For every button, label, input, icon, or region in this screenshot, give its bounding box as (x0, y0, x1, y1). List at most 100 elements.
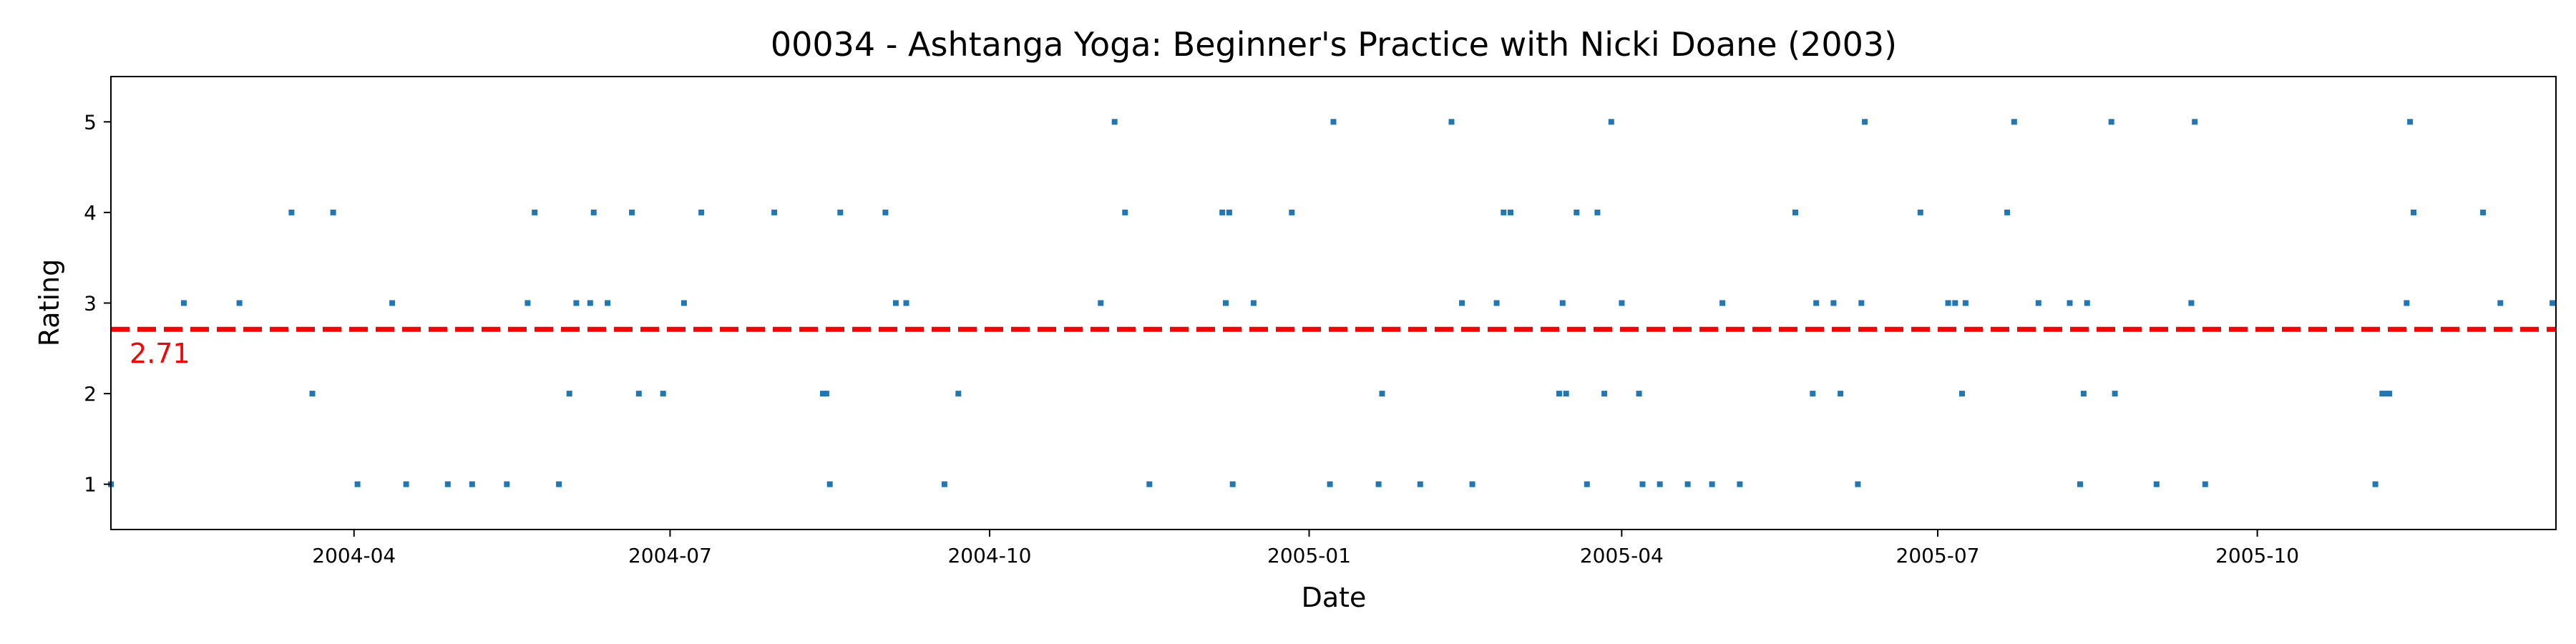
data-point (892, 300, 899, 306)
x-tick-label: 2005-07 (1896, 544, 1980, 567)
y-axis-label: Rating (34, 259, 65, 347)
data-point (2112, 391, 2118, 397)
data-point (1501, 209, 1507, 215)
data-point (823, 391, 829, 397)
data-point (1792, 209, 1798, 215)
data-point (525, 300, 531, 306)
data-point (1289, 209, 1295, 215)
data-point (605, 300, 611, 306)
data-point (1122, 209, 1128, 215)
data-point (1330, 119, 1337, 125)
data-point (1810, 391, 1816, 397)
plot-frame (110, 76, 2557, 530)
data-point (941, 481, 947, 487)
data-point (354, 481, 361, 487)
data-point (1719, 300, 1726, 306)
x-axis-label: Date (1302, 582, 1367, 613)
data-point (1594, 209, 1601, 215)
data-point (2383, 391, 2389, 397)
data-point (2379, 391, 2386, 397)
data-point (1855, 481, 1861, 487)
data-point (1858, 300, 1865, 306)
data-point (1945, 300, 1951, 306)
data-point (680, 300, 687, 306)
data-point (1952, 300, 1958, 306)
data-point (1219, 209, 1226, 215)
data-point (1639, 481, 1646, 487)
y-axis: 1 2 3 4 5 (84, 110, 111, 497)
y-tick-label: 1 (84, 473, 97, 497)
x-axis: 2004-04 2004-07 2004-10 2005-01 2005-04 2005-… (312, 530, 2299, 567)
data-point (1379, 391, 1385, 397)
data-point (288, 209, 295, 215)
data-point (1709, 481, 1715, 487)
data-point (2192, 119, 2198, 125)
data-point (236, 300, 243, 306)
x-tick-label: 2005-10 (2215, 544, 2299, 567)
chart-title: 00034 - Ashtanga Yoga: Beginner's Practi… (771, 25, 1897, 64)
mean-layer: 2.71 (111, 326, 2556, 369)
data-point (2411, 209, 2416, 215)
data-point (820, 391, 826, 397)
x-tick-label: 2004-04 (312, 544, 396, 567)
data-point (556, 481, 562, 487)
data-point (1111, 119, 1118, 125)
data-point (2480, 209, 2487, 215)
data-point (1559, 300, 1566, 306)
data-point (1229, 481, 1236, 487)
data-point (1917, 209, 1923, 215)
data-point (1098, 300, 1104, 306)
data-point (629, 209, 635, 215)
data-point (1862, 119, 1868, 125)
data-point (403, 481, 409, 487)
x-tick-label: 2004-07 (628, 544, 712, 567)
data-point (1962, 300, 1968, 306)
data-point (1469, 481, 1475, 487)
y-tick-label: 4 (84, 201, 97, 225)
data-point (180, 300, 187, 306)
data-point (1556, 391, 1562, 397)
data-point (2084, 300, 2090, 306)
mean-value-label: 2.71 (130, 338, 190, 369)
data-point (1417, 481, 1423, 487)
y-tick-label: 3 (84, 292, 97, 316)
data-point (660, 391, 666, 397)
data-point (330, 209, 336, 215)
data-point (1459, 300, 1465, 306)
data-point (389, 300, 396, 306)
data-point (2035, 300, 2041, 306)
data-point (1327, 481, 1333, 487)
data-point (771, 209, 778, 215)
data-point (1574, 209, 1580, 215)
data-point (2372, 481, 2379, 487)
data-point (903, 300, 909, 306)
data-point (1250, 300, 1257, 306)
data-point (1448, 119, 1455, 125)
data-point (566, 391, 572, 397)
data-point (2011, 119, 2017, 125)
data-point (1223, 300, 1229, 306)
data-point (1830, 300, 1837, 306)
data-point (1146, 481, 1153, 487)
data-point (1959, 391, 1965, 397)
data-point (2108, 119, 2114, 125)
data-point (2188, 300, 2195, 306)
data-point (1226, 209, 1232, 215)
data-point (1619, 300, 1625, 306)
data-point (635, 391, 642, 397)
data-point (2497, 300, 2504, 306)
data-point (826, 481, 833, 487)
y-tick-label: 5 (84, 110, 97, 134)
data-point (2407, 119, 2414, 125)
data-point (1493, 300, 1500, 306)
data-point (2067, 300, 2073, 306)
data-point (532, 209, 538, 215)
x-tick-label: 2005-01 (1267, 544, 1351, 567)
data-point (1838, 391, 1844, 397)
x-tick-label: 2004-10 (947, 544, 1031, 567)
data-point (1684, 481, 1691, 487)
data-point (698, 209, 705, 215)
points-layer (108, 119, 2556, 487)
